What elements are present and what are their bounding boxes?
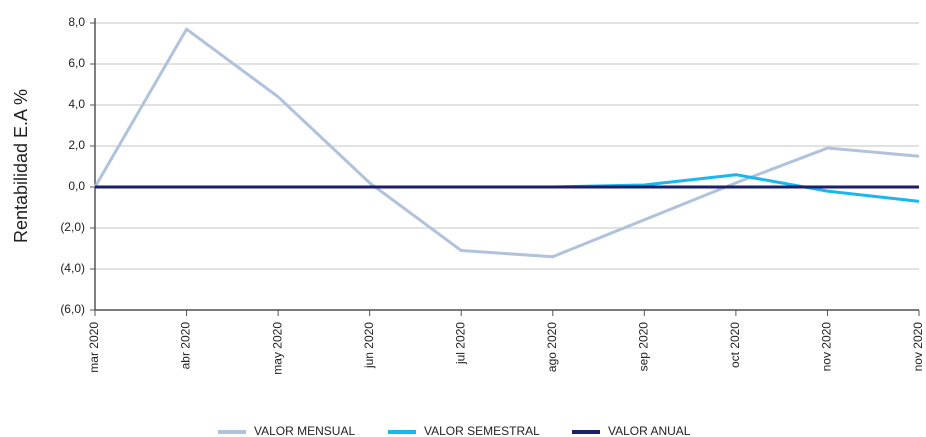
legend-label: VALOR MENSUAL <box>254 424 355 437</box>
y-tick-label: 0,0 <box>68 179 85 193</box>
x-tick-label: ago 2020 <box>545 322 559 372</box>
x-tick-label: mar 2020 <box>87 322 101 373</box>
y-tick-label: 4,0 <box>68 97 85 111</box>
y-tick-label: (4,0) <box>60 261 85 275</box>
x-tick-label: oct 2020 <box>728 322 742 368</box>
x-tick-label: nov 2020 <box>911 322 925 372</box>
y-tick-label: 2,0 <box>68 138 85 152</box>
legend-label: VALOR SEMESTRAL <box>424 424 540 437</box>
x-tick-label: abr 2020 <box>179 322 193 370</box>
y-tick-label: (2,0) <box>60 220 85 234</box>
x-tick-label: jul 2020 <box>453 322 467 365</box>
y-tick-label: 8,0 <box>68 15 85 29</box>
x-tick-label: sep 2020 <box>637 322 651 372</box>
x-tick-label: nov 2020 <box>820 322 834 372</box>
x-tick-label: may 2020 <box>270 322 284 375</box>
y-tick-label: 6,0 <box>68 56 85 70</box>
legend-label: VALOR ANUAL <box>608 424 691 437</box>
series-line <box>93 27 920 259</box>
x-tick-label: jun 2020 <box>362 322 376 369</box>
y-tick-label: (6,0) <box>60 302 85 316</box>
y-axis-title: Rentabilidad E.A % <box>11 89 31 243</box>
